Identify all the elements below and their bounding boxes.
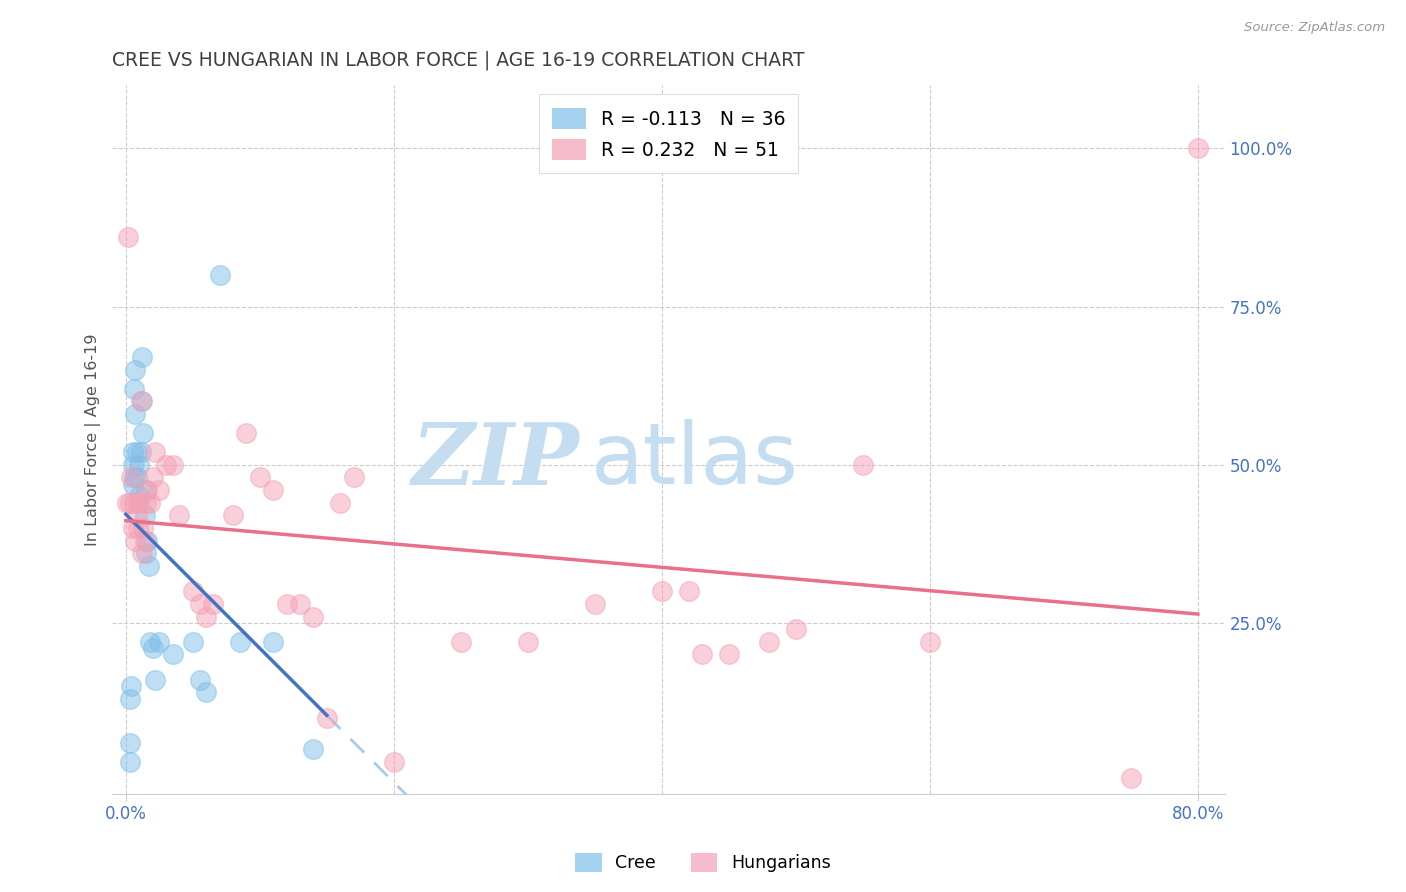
- Point: [188, 673, 211, 687]
- Point: [135, 546, 157, 560]
- Point: [201, 597, 224, 611]
- Point: [134, 533, 156, 548]
- Point: [1119, 771, 1142, 785]
- Point: [136, 533, 159, 548]
- Point: [139, 496, 162, 510]
- Point: [717, 648, 740, 662]
- Point: [125, 508, 148, 523]
- Point: [181, 635, 204, 649]
- Point: [136, 483, 159, 497]
- Point: [120, 470, 142, 484]
- Legend: Cree, Hungarians: Cree, Hungarians: [568, 846, 838, 879]
- Point: [124, 363, 146, 377]
- Point: [302, 742, 325, 756]
- Point: [121, 476, 143, 491]
- Point: [121, 521, 143, 535]
- Point: [382, 755, 405, 769]
- Text: Source: ZipAtlas.com: Source: ZipAtlas.com: [1244, 21, 1385, 34]
- Point: [222, 508, 245, 523]
- Point: [122, 496, 145, 510]
- Point: [120, 679, 142, 693]
- Point: [128, 489, 150, 503]
- Point: [122, 470, 145, 484]
- Point: [117, 230, 139, 244]
- Point: [450, 635, 472, 649]
- Point: [343, 470, 366, 484]
- Point: [143, 445, 166, 459]
- Point: [138, 558, 160, 573]
- Point: [135, 496, 157, 510]
- Point: [651, 584, 673, 599]
- Text: ZIP: ZIP: [412, 419, 579, 502]
- Point: [132, 521, 155, 535]
- Point: [124, 407, 146, 421]
- Point: [142, 470, 165, 484]
- Point: [262, 483, 284, 497]
- Legend: R = -0.113   N = 36, R = 0.232   N = 51: R = -0.113 N = 36, R = 0.232 N = 51: [538, 95, 799, 173]
- Point: [129, 445, 152, 459]
- Point: [852, 458, 875, 472]
- Point: [131, 394, 153, 409]
- Point: [118, 755, 141, 769]
- Point: [118, 691, 141, 706]
- Point: [235, 426, 257, 441]
- Point: [134, 508, 156, 523]
- Point: [148, 635, 170, 649]
- Point: [169, 508, 191, 523]
- Point: [785, 622, 807, 636]
- Point: [758, 635, 780, 649]
- Point: [118, 736, 141, 750]
- Point: [143, 673, 166, 687]
- Text: CREE VS HUNGARIAN IN LABOR FORCE | AGE 16-19 CORRELATION CHART: CREE VS HUNGARIAN IN LABOR FORCE | AGE 1…: [112, 51, 804, 70]
- Point: [148, 483, 170, 497]
- Point: [121, 458, 143, 472]
- Point: [135, 483, 157, 497]
- Point: [690, 648, 713, 662]
- Point: [128, 496, 150, 510]
- Point: [125, 470, 148, 484]
- Point: [125, 445, 148, 459]
- Point: [195, 609, 218, 624]
- Point: [516, 635, 538, 649]
- Point: [131, 350, 153, 364]
- Point: [121, 445, 143, 459]
- Text: atlas: atlas: [591, 419, 799, 502]
- Point: [276, 597, 298, 611]
- Point: [288, 597, 311, 611]
- Point: [249, 470, 271, 484]
- Point: [1187, 141, 1209, 155]
- Point: [229, 635, 252, 649]
- Y-axis label: In Labor Force | Age 16-19: In Labor Force | Age 16-19: [86, 333, 101, 546]
- Point: [918, 635, 941, 649]
- Point: [124, 533, 146, 548]
- Point: [128, 458, 150, 472]
- Point: [131, 546, 153, 560]
- Point: [315, 711, 337, 725]
- Point: [162, 648, 184, 662]
- Point: [115, 496, 138, 510]
- Point: [208, 268, 231, 282]
- Point: [262, 635, 284, 649]
- Point: [155, 458, 177, 472]
- Point: [118, 496, 141, 510]
- Point: [139, 635, 162, 649]
- Point: [181, 584, 204, 599]
- Point: [142, 641, 165, 656]
- Point: [678, 584, 700, 599]
- Point: [132, 426, 155, 441]
- Point: [302, 609, 325, 624]
- Point: [122, 382, 145, 396]
- Point: [188, 597, 211, 611]
- Point: [195, 685, 218, 699]
- Point: [329, 496, 352, 510]
- Point: [583, 597, 606, 611]
- Point: [127, 521, 149, 535]
- Point: [162, 458, 184, 472]
- Point: [129, 394, 152, 409]
